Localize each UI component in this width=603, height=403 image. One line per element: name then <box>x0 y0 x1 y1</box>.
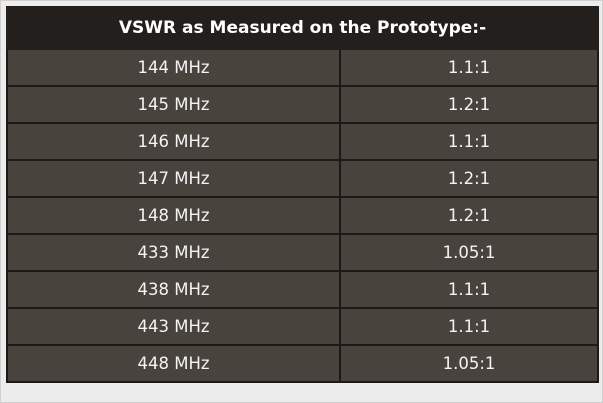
frequency-cell: 144 MHz <box>6 48 341 87</box>
frequency-cell: 146 MHz <box>6 122 341 161</box>
table-row: 438 MHz 1.1:1 <box>6 270 599 309</box>
frequency-cell: 145 MHz <box>6 85 341 124</box>
vswr-cell: 1.1:1 <box>339 307 599 346</box>
vswr-cell: 1.2:1 <box>339 85 599 124</box>
table-head: VSWR as Measured on the Prototype:- <box>6 6 599 50</box>
vswr-cell: 1.1:1 <box>339 270 599 309</box>
table-row: 433 MHz 1.05:1 <box>6 233 599 272</box>
table-row: 146 MHz 1.1:1 <box>6 122 599 161</box>
frequency-cell: 147 MHz <box>6 159 341 198</box>
vswr-cell: 1.1:1 <box>339 122 599 161</box>
frequency-cell: 433 MHz <box>6 233 341 272</box>
frequency-cell: 438 MHz <box>6 270 341 309</box>
table-row: 448 MHz 1.05:1 <box>6 344 599 383</box>
frequency-cell: 148 MHz <box>6 196 341 235</box>
vswr-cell: 1.2:1 <box>339 196 599 235</box>
table-body: 144 MHz 1.1:1 145 MHz 1.2:1 146 MHz 1.1:1 147 … <box>6 48 599 383</box>
table-row: 148 MHz 1.2:1 <box>6 196 599 235</box>
table-row: 144 MHz 1.1:1 <box>6 48 599 87</box>
header-row: VSWR as Measured on the Prototype:- <box>6 6 599 50</box>
frequency-cell: 448 MHz <box>6 344 341 383</box>
vswr-cell: 1.05:1 <box>339 344 599 383</box>
vswr-cell: 1.05:1 <box>339 233 599 272</box>
table-row: 145 MHz 1.2:1 <box>6 85 599 124</box>
vswr-table: VSWR as Measured on the Prototype:- 144 … <box>6 6 599 383</box>
table-title: VSWR as Measured on the Prototype:- <box>6 6 599 50</box>
vswr-cell: 1.1:1 <box>339 48 599 87</box>
table-row: 147 MHz 1.2:1 <box>6 159 599 198</box>
table-row: 443 MHz 1.1:1 <box>6 307 599 346</box>
frequency-cell: 443 MHz <box>6 307 341 346</box>
vswr-cell: 1.2:1 <box>339 159 599 198</box>
